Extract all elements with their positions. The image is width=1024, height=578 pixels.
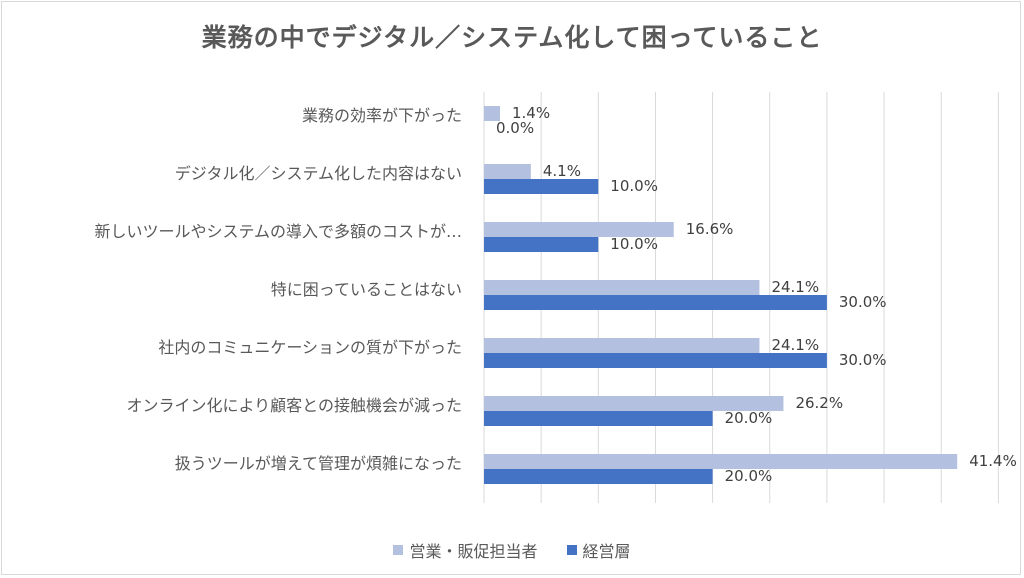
category-label: デジタル化／システム化した内容はない: [175, 164, 462, 183]
data-label: 26.2%: [795, 394, 843, 412]
data-label: 24.1%: [771, 278, 819, 296]
data-label: 1.4%: [512, 104, 550, 122]
data-label: 20.0%: [725, 409, 773, 427]
category-label: オンライン化により顧客との接触機会が減った: [126, 396, 462, 415]
bar-management: [484, 237, 599, 252]
data-label: 30.0%: [839, 293, 887, 311]
data-label: 4.1%: [543, 162, 581, 180]
category-label: 扱うツールが増えて管理が煩雑になった: [175, 454, 462, 473]
bar-management: [484, 353, 827, 368]
category-label: 特に困っていることはない: [271, 280, 462, 299]
data-label: 30.0%: [839, 351, 887, 369]
bar-sales: [484, 338, 760, 353]
data-label: 41.4%: [969, 452, 1017, 470]
data-label: 16.6%: [686, 220, 734, 238]
legend-item-sales: 営業・販促担当者: [393, 538, 537, 562]
data-label: 20.0%: [725, 467, 773, 485]
legend-label-management: 経営層: [582, 542, 631, 561]
legend-label-sales: 営業・販促担当者: [409, 542, 538, 561]
bar-management: [484, 469, 713, 484]
chart-title: 業務の中でデジタル／システム化して困っていること: [201, 23, 823, 52]
legend: 営業・販促担当者 経営層: [0, 538, 1024, 562]
data-label: 10.0%: [610, 235, 658, 253]
bar-management: [484, 295, 827, 310]
category-label: 業務の効率が下がった: [302, 106, 462, 125]
legend-swatch-management: [566, 545, 577, 555]
category-label: 新しいツールやシステムの導入で多額のコストが…: [94, 222, 462, 241]
data-label: 24.1%: [771, 336, 819, 354]
bar-sales: [484, 222, 674, 237]
data-label: 10.0%: [610, 177, 658, 195]
data-label: 0.0%: [496, 119, 534, 137]
bar-sales: [484, 454, 958, 469]
bar-sales: [484, 106, 501, 121]
bar-management: [484, 179, 599, 194]
bar-sales: [484, 164, 531, 179]
bar-sales: [484, 280, 760, 295]
legend-item-management: 経営層: [566, 538, 631, 562]
legend-swatch-sales: [393, 545, 404, 555]
bar-management: [484, 411, 713, 426]
bar-sales: [484, 396, 784, 411]
category-label: 社内のコミュニケーションの質が下がった: [158, 338, 462, 357]
